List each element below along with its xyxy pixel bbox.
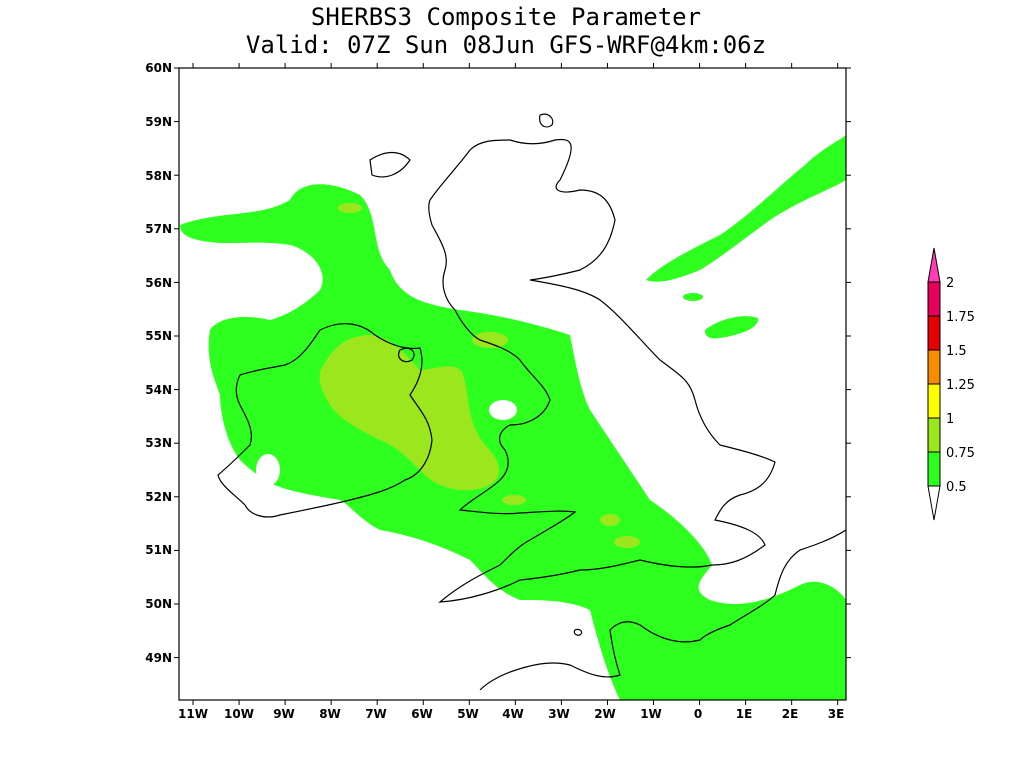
colorbar-label: 1.5 (946, 344, 967, 359)
contour-0.75-f (614, 536, 640, 548)
contour-0.75-a (319, 335, 500, 491)
contour-0.75-d (502, 495, 526, 505)
map-frame (178, 67, 847, 701)
hole-a (489, 400, 517, 420)
colorbar-swatch (927, 281, 941, 317)
colorbar-label: 0.5 (946, 480, 967, 495)
colorbar-label: 1 (946, 412, 954, 427)
contour-0.75-b (338, 203, 362, 213)
lat-label: 51N (145, 543, 172, 557)
longitude-axis: 11W 10W 9W 8W 7W 6W 5W 4W 3W 2W 1W 0 1E … (178, 707, 844, 721)
parameter-field (180, 135, 846, 700)
latitude-axis: 60N 59N 58N 57N 56N 55N 54N 53N 52N 51N … (145, 61, 172, 665)
lon-label: 11W (178, 707, 208, 721)
colorbar-label: 1.75 (946, 310, 975, 325)
colorbar-min-triangle (927, 485, 941, 521)
contour-0.5-small (683, 293, 703, 301)
lat-label: 58N (145, 169, 172, 183)
lon-label: 4W (502, 707, 524, 721)
coast-continent (479, 529, 846, 691)
lat-label: 56N (145, 276, 172, 290)
colorbar-label: 1.25 (946, 378, 975, 393)
coast-ireland (217, 323, 433, 518)
coast-great-britain (428, 138, 776, 603)
colorbar-max-triangle (927, 247, 941, 283)
colorbar-swatch (927, 315, 941, 351)
coast-isle-of-man (398, 347, 415, 363)
contour-0.75-e (600, 514, 620, 526)
lat-label: 59N (145, 115, 172, 129)
lon-label: 9W (273, 707, 295, 721)
map-title: SHERBS3 Composite Parameter (310, 3, 702, 31)
contour-0.75-c (472, 332, 508, 348)
axis-ticks (174, 63, 851, 705)
colorbar: 0.5 0.75 1 1.25 1.5 1.75 2 (927, 247, 975, 521)
lon-label: 0 (694, 707, 702, 721)
colorbar-swatch (927, 349, 941, 385)
lon-label: 1E (736, 707, 753, 721)
lon-label: 2W (594, 707, 616, 721)
lon-label: 6W (411, 707, 433, 721)
contour-0.5-nsea (704, 316, 759, 339)
lon-label: 2E (782, 707, 799, 721)
lat-label: 52N (145, 490, 172, 504)
lat-label: 54N (145, 383, 172, 397)
colorbar-swatch (927, 451, 941, 487)
coast-jersey (573, 628, 583, 636)
map-valid-time: Valid: 07Z Sun 08Jun GFS-WRF@4km:06z (245, 31, 767, 59)
colorbar-swatch (927, 417, 941, 453)
colorbar-label: 2 (946, 276, 954, 291)
lon-label: 1W (640, 707, 662, 721)
lon-label: 5W (457, 707, 479, 721)
contour-0.5-ne (646, 135, 846, 282)
coast-orkney (539, 113, 554, 128)
colorbar-swatch (927, 383, 941, 419)
lat-label: 55N (145, 329, 172, 343)
lat-label: 60N (145, 61, 172, 75)
lon-label: 3E (828, 707, 845, 721)
colorbar-label: 0.75 (946, 446, 975, 461)
coast-hebrides (369, 151, 411, 178)
coastlines (217, 113, 846, 691)
lat-label: 57N (145, 222, 172, 236)
lat-label: 49N (145, 651, 172, 665)
hole-b (256, 454, 280, 486)
contour-0.5 (180, 184, 846, 700)
lat-label: 53N (145, 436, 172, 450)
lon-label: 8W (319, 707, 341, 721)
lon-label: 7W (365, 707, 387, 721)
lon-label: 3W (548, 707, 570, 721)
lon-label: 10W (224, 707, 254, 721)
lat-label: 50N (145, 597, 172, 611)
